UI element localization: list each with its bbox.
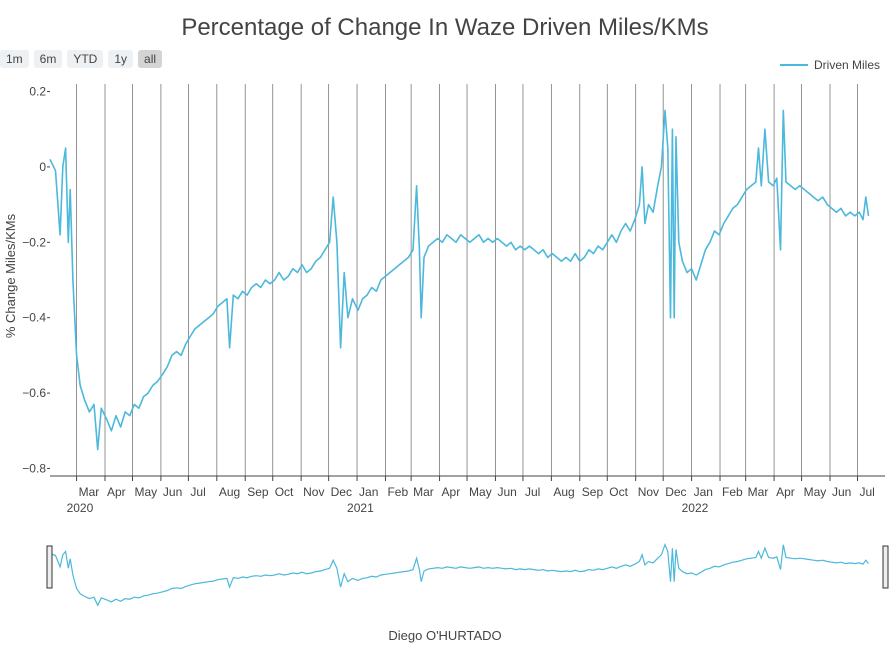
x-tick-label-7: Oct <box>275 485 294 499</box>
y-tick-label-2: −0.2 <box>22 235 46 249</box>
grid-layer <box>76 84 858 476</box>
x-tick-label-16: Jul <box>525 485 540 499</box>
x-tick-label-18: Sep <box>582 485 604 499</box>
y-tick-label-3: −0.4 <box>22 311 46 325</box>
range-slider-handle-left[interactable] <box>46 545 53 589</box>
range-slider-background <box>50 540 885 610</box>
line-chart: 0.2 0 −0.2 −0.4 −0.6 −0.8 Mar 2020 Apr May Jun Jul… <box>3 58 889 610</box>
range-slider-handle-right[interactable] <box>882 545 889 589</box>
x-tick-label-27: Jun <box>832 485 851 499</box>
x-tick-label-21: Dec <box>665 485 686 499</box>
range-button-6m[interactable]: 6m <box>33 50 63 68</box>
x-tick-year-10: 2021 <box>347 501 374 515</box>
x-tick-label-26: May <box>804 485 827 499</box>
x-tick-label-22: Jan <box>694 485 713 499</box>
range-selector: 1m 6m YTD 1y all <box>0 50 163 68</box>
x-tick-label-13: Apr <box>442 485 461 499</box>
legend: Driven Miles <box>780 58 880 72</box>
x-tick-year-0: 2020 <box>67 501 94 515</box>
x-axis: Mar 2020 Apr May Jun Jul Aug Sep Oct Nov Dec Jan 202… <box>50 475 885 515</box>
x-tick-year-22: 2022 <box>682 501 709 515</box>
x-tick-label-10: Jan <box>359 485 378 499</box>
range-button-1m[interactable]: 1m <box>0 50 29 68</box>
y-tick-label-1: 0 <box>39 160 46 174</box>
y-tick-label-0: 0.2 <box>29 85 46 99</box>
x-tick-label-23: Feb <box>722 485 743 499</box>
x-tick-label-1: Apr <box>107 485 126 499</box>
x-tick-label-11: Feb <box>387 485 408 499</box>
range-slider-series-line <box>49 543 869 607</box>
y-tick-label-4: −0.6 <box>22 386 46 400</box>
credit-text: Diego O'HURTADO <box>388 628 502 643</box>
x-tick-label-5: Aug <box>219 485 240 499</box>
x-tick-label-9: Dec <box>331 485 352 499</box>
x-tick-label-4: Jul <box>190 485 205 499</box>
x-tick-label-2: May <box>134 485 157 499</box>
x-tick-label-19: Oct <box>609 485 628 499</box>
x-tick-label-15: Jun <box>497 485 516 499</box>
x-tick-label-6: Sep <box>247 485 269 499</box>
x-tick-label-8: Nov <box>303 485 324 499</box>
x-tick-label-24: Mar <box>748 485 769 499</box>
x-tick-label-20: Nov <box>638 485 659 499</box>
x-tick-label-28: Jul <box>860 485 875 499</box>
y-axis-label: % Change Miles/KMs <box>3 213 18 338</box>
x-tick-label-25: Apr <box>776 485 795 499</box>
range-button-1y[interactable]: 1y <box>108 50 134 68</box>
x-tick-label-0: Mar <box>79 485 100 499</box>
x-tick-label-3: Jun <box>163 485 182 499</box>
series-line-driven-miles <box>49 109 870 451</box>
range-slider <box>46 540 889 610</box>
y-tick-label-5: −0.8 <box>22 461 46 475</box>
y-axis: 0.2 0 −0.2 −0.4 −0.6 −0.8 <box>22 85 50 475</box>
x-tick-label-12: Mar <box>413 485 434 499</box>
range-button-ytd[interactable]: YTD <box>67 50 104 68</box>
x-tick-label-17: Aug <box>553 485 574 499</box>
chart-title: Percentage of Change In Waze Driven Mile… <box>181 14 709 41</box>
legend-label-driven-miles[interactable]: Driven Miles <box>814 58 880 72</box>
x-tick-label-14: May <box>469 485 492 499</box>
range-button-all[interactable]: all <box>138 50 163 68</box>
series-layer <box>49 109 870 451</box>
